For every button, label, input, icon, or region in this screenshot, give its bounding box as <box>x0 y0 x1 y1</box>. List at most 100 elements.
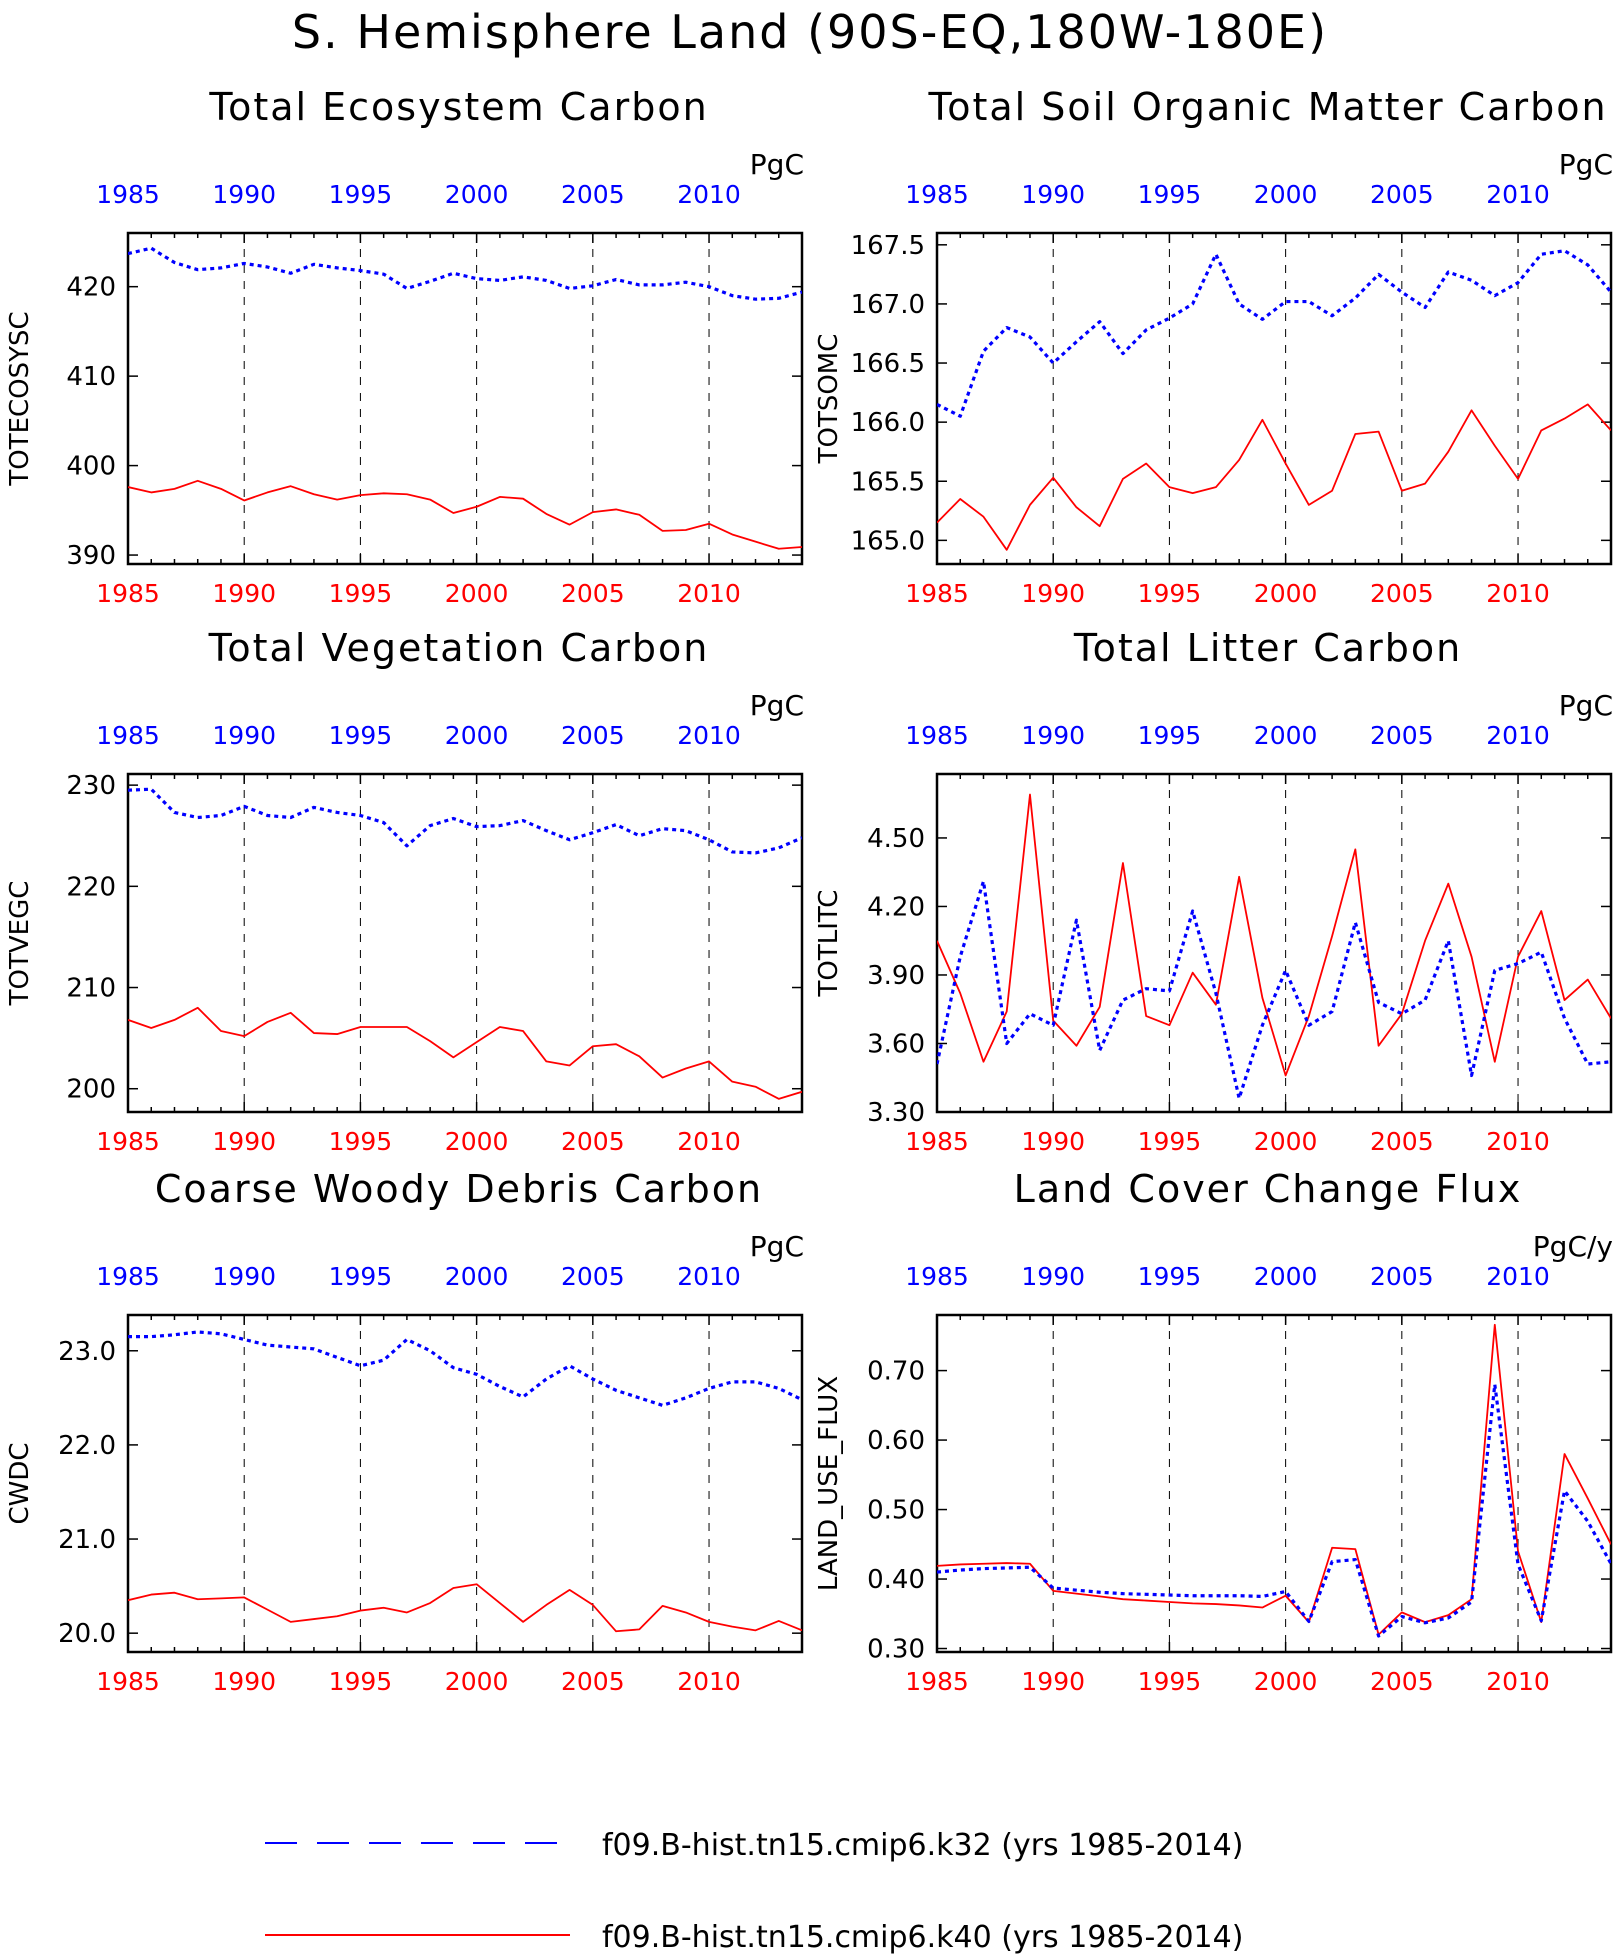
x-tick-label-top: 2005 <box>1370 180 1434 209</box>
x-tick-label-bottom: 1985 <box>96 579 160 608</box>
x-tick-label-top: 2005 <box>561 180 625 209</box>
x-tick-label-top: 1995 <box>329 1262 393 1291</box>
x-tick-label-top: 1990 <box>212 721 276 750</box>
x-tick-label-top: 2005 <box>561 1262 625 1291</box>
series-line-k32 <box>937 1382 1611 1638</box>
series-line-k32 <box>128 787 802 855</box>
y-tick-label: 0.40 <box>867 1565 925 1595</box>
panel-title: Land Cover Change Flux <box>1014 1167 1523 1211</box>
x-tick-label-bottom: 1995 <box>329 1667 393 1696</box>
x-tick-label-bottom: 2000 <box>445 1667 509 1696</box>
y-tick-label: 410 <box>66 362 116 392</box>
x-tick-label-top: 1990 <box>1021 1262 1085 1291</box>
y-axis-label: TOTECOSYSC <box>5 311 35 486</box>
x-tick-label-top: 2005 <box>561 721 625 750</box>
y-axis-label: CWDC <box>5 1442 35 1524</box>
y-tick-label: 230 <box>66 771 116 801</box>
series-line-k40 <box>937 793 1611 1077</box>
x-tick-label-bottom: 2005 <box>561 579 625 608</box>
units-label: PgC/y <box>1533 1230 1613 1263</box>
y-tick-label: 0.30 <box>867 1635 925 1665</box>
y-tick-label: 390 <box>66 541 116 571</box>
x-tick-label-bottom: 2000 <box>1254 579 1318 608</box>
plot-frame <box>126 772 804 1114</box>
units-label: PgC <box>1559 148 1613 181</box>
x-tick-label-bottom: 1985 <box>905 1667 969 1696</box>
x-tick-label-top: 2000 <box>1254 721 1318 750</box>
x-tick-label-top: 2010 <box>677 1262 741 1291</box>
x-tick-label-top: 2000 <box>1254 1262 1318 1291</box>
y-tick-label: 167.0 <box>851 290 925 320</box>
y-tick-label: 165.5 <box>851 467 925 497</box>
x-tick-label-bottom: 2010 <box>677 1667 741 1696</box>
legend: f09.B-hist.tn15.cmip6.k32 (yrs 1985-2014… <box>265 1828 1243 1954</box>
legend-label-k32: f09.B-hist.tn15.cmip6.k32 (yrs 1985-2014… <box>602 1828 1243 1863</box>
x-tick-label-bottom: 2000 <box>445 579 509 608</box>
x-tick-label-bottom: 1990 <box>1021 1127 1085 1156</box>
x-tick-label-top: 1995 <box>1138 1262 1202 1291</box>
units-label: PgC <box>1559 689 1613 722</box>
panel-5: Coarse Woody Debris Carbon PgC 1985 1985 199… <box>5 1167 804 1696</box>
y-axis-label: TOTSOMC <box>814 334 844 465</box>
x-tick-label-bottom: 2005 <box>561 1127 625 1156</box>
x-tick-label-top: 2000 <box>1254 180 1318 209</box>
units-label: PgC <box>750 689 804 722</box>
legend-label-k40: f09.B-hist.tn15.cmip6.k40 (yrs 1985-2014… <box>602 1920 1243 1954</box>
y-tick-label: 21.0 <box>58 1525 116 1555</box>
x-tick-label-top: 1990 <box>1021 721 1085 750</box>
panel-title: Total Vegetation Carbon <box>208 626 710 670</box>
x-tick-label-top: 2000 <box>445 721 509 750</box>
x-tick-label-bottom: 2010 <box>1486 579 1550 608</box>
y-tick-label: 165.0 <box>851 526 925 556</box>
x-tick-label-bottom: 1985 <box>96 1667 160 1696</box>
x-tick-label-bottom: 2000 <box>1254 1667 1318 1696</box>
panel-4: Total Litter Carbon PgC 1985 1985 1990 1990 19… <box>814 626 1613 1156</box>
x-tick-label-bottom: 1985 <box>905 1127 969 1156</box>
y-tick-label: 166.5 <box>851 349 925 379</box>
y-axis-label: TOTVEGC <box>5 881 35 1007</box>
x-tick-label-top: 1995 <box>329 721 393 750</box>
y-tick-label: 4.50 <box>867 824 925 854</box>
x-tick-label-bottom: 2010 <box>1486 1667 1550 1696</box>
x-tick-label-top: 1985 <box>96 721 160 750</box>
x-tick-label-top: 2000 <box>445 180 509 209</box>
units-label: PgC <box>750 1230 804 1263</box>
x-tick-label-top: 2010 <box>1486 1262 1550 1291</box>
x-tick-label-bottom: 2010 <box>1486 1127 1550 1156</box>
plot-frame <box>126 231 804 566</box>
panel-title: Total Soil Organic Matter Carbon <box>927 85 1607 129</box>
x-tick-label-top: 1995 <box>329 180 393 209</box>
x-tick-label-top: 1985 <box>96 1262 160 1291</box>
figure-title: S. Hemisphere Land (90S-EQ,180W-180E) <box>292 5 1328 59</box>
x-tick-label-top: 2010 <box>677 721 741 750</box>
panel-2: Total Soil Organic Matter Carbon PgC 1985 1… <box>814 85 1613 608</box>
x-tick-label-top: 1985 <box>96 180 160 209</box>
x-tick-label-bottom: 1985 <box>96 1127 160 1156</box>
panel-title: Coarse Woody Debris Carbon <box>155 1167 763 1211</box>
plot-frame <box>935 231 1613 566</box>
x-tick-label-top: 1995 <box>1138 180 1202 209</box>
y-tick-label: 0.70 <box>867 1357 925 1387</box>
x-tick-label-bottom: 1995 <box>329 1127 393 1156</box>
y-tick-label: 3.60 <box>867 1029 925 1059</box>
y-tick-label: 0.60 <box>867 1426 925 1456</box>
y-tick-label: 4.20 <box>867 892 925 922</box>
panel-title: Total Litter Carbon <box>1073 626 1462 670</box>
x-tick-label-bottom: 2005 <box>561 1667 625 1696</box>
x-tick-label-bottom: 2010 <box>677 1127 741 1156</box>
y-tick-label: 166.0 <box>851 408 925 438</box>
y-tick-label: 167.5 <box>851 231 925 261</box>
y-tick-label: 420 <box>66 273 116 303</box>
x-tick-label-bottom: 1995 <box>329 579 393 608</box>
x-tick-label-top: 2010 <box>1486 180 1550 209</box>
x-tick-label-top: 2010 <box>677 180 741 209</box>
y-tick-label: 210 <box>66 974 116 1004</box>
y-axis-label: TOTLITC <box>814 890 844 998</box>
x-tick-label-bottom: 2000 <box>1254 1127 1318 1156</box>
x-tick-label-top: 1990 <box>212 1262 276 1291</box>
panel-title: Total Ecosystem Carbon <box>208 85 708 129</box>
x-tick-label-bottom: 1985 <box>905 579 969 608</box>
x-tick-label-top: 2010 <box>1486 721 1550 750</box>
y-tick-label: 220 <box>66 872 116 902</box>
